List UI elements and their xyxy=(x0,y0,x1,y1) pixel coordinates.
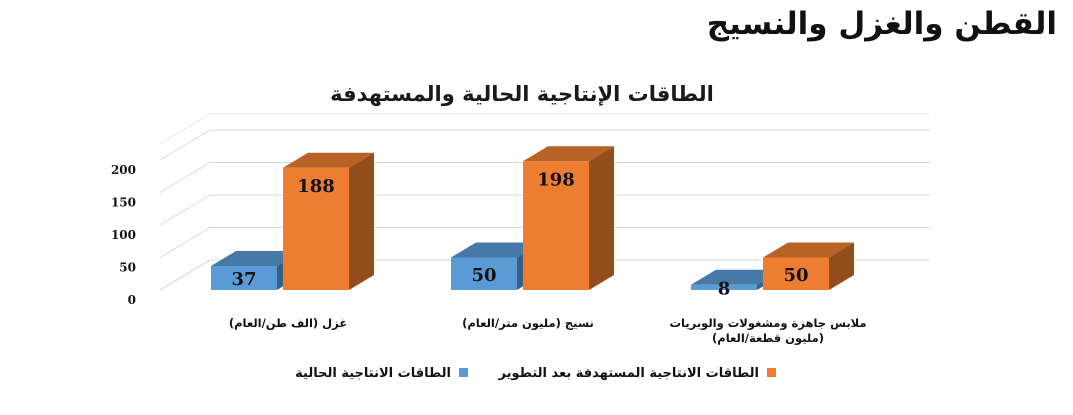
y-tick-label: 0 xyxy=(128,293,136,307)
y-tick-label: 100 xyxy=(111,228,136,242)
gridline-diagonal xyxy=(159,129,211,161)
y-axis: 0 50 100 150 200 xyxy=(111,163,136,307)
gridline-diagonal xyxy=(159,227,211,258)
category-label: نسيج (مليون متر/العام) xyxy=(462,316,594,331)
bars: 37 188 50 198 8 50 xyxy=(211,146,854,299)
bar-side xyxy=(349,152,374,290)
bar-front xyxy=(283,167,349,290)
category-axis: غزل (الف طن/العام) نسيج (مليون متر/العام)… xyxy=(229,316,867,346)
data-label: 8 xyxy=(718,278,731,299)
legend-label: الطاقات الانتاجية المستهدفة بعد التطوير xyxy=(498,366,759,381)
legend-label: الطاقات الانتاجية الحالية xyxy=(295,366,451,381)
gridline-diagonal xyxy=(159,259,211,291)
gridline-top-diagonal xyxy=(159,113,211,145)
legend-swatch xyxy=(767,368,776,377)
category-label: (مليون قطعة/العام) xyxy=(712,331,824,346)
y-tick-label: 150 xyxy=(111,196,136,210)
bar-side xyxy=(589,146,614,290)
bar-top xyxy=(451,242,542,258)
bar-top xyxy=(691,269,782,285)
bar-top xyxy=(283,152,374,168)
bar-front xyxy=(523,161,589,290)
data-label: 50 xyxy=(783,265,808,286)
page-heading: القطن والغزل والنسيج xyxy=(706,6,1057,42)
bar-top xyxy=(763,242,854,258)
bar-top xyxy=(523,146,614,162)
bar-front xyxy=(691,284,757,290)
bar: 50 xyxy=(763,242,854,290)
legend: الطاقات الانتاجية الحالية الطاقات الانتاج… xyxy=(295,366,776,381)
bar-side xyxy=(829,242,854,290)
gridline-diagonal xyxy=(159,162,211,193)
y-tick-label: 50 xyxy=(119,261,136,275)
gridline-diagonal xyxy=(159,194,211,226)
y-tick-label: 200 xyxy=(111,163,136,177)
data-label: 188 xyxy=(297,176,335,197)
bar: 188 xyxy=(283,152,374,290)
category-label: ملابس جاهزة ومشغولات والوبريات xyxy=(669,316,866,331)
bar-front xyxy=(763,257,829,290)
category-label: غزل (الف طن/العام) xyxy=(229,316,347,330)
bar-front xyxy=(211,265,277,290)
bar-front xyxy=(451,257,517,290)
data-label: 50 xyxy=(471,265,496,286)
chart-title: الطاقات الإنتاجية الحالية والمستهدفة xyxy=(330,82,714,106)
data-label: 198 xyxy=(537,169,575,190)
bar-top xyxy=(211,250,302,266)
legend-swatch xyxy=(459,368,468,377)
data-label: 37 xyxy=(231,269,256,290)
bar: 198 xyxy=(523,146,614,290)
